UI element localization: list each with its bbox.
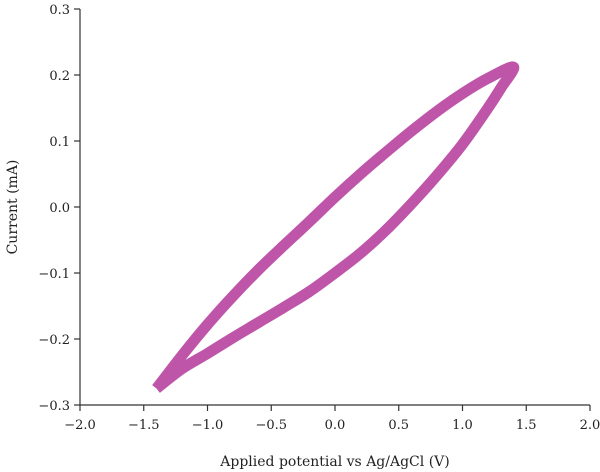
x-tick-label: −1.0 [192, 418, 224, 433]
x-tick-label: 1.5 [516, 418, 537, 433]
y-ticks: 0.3 0.2 0.1 0.0 −0.1 −0.2 −0.3 [38, 3, 80, 414]
y-tick-label: −0.1 [38, 267, 70, 282]
y-tick-label: 0.1 [49, 135, 70, 150]
y-tick-label: −0.3 [38, 399, 70, 414]
x-tick-label: 1.0 [452, 418, 473, 433]
x-tick-label: 2.0 [580, 418, 600, 433]
x-tick-label: −1.5 [128, 418, 160, 433]
x-ticks: −2.0 −1.5 −1.0 −0.5 0.0 0.5 1.0 1.5 2.0 [64, 405, 600, 433]
x-axis-title: Applied potential vs Ag/AgCl (V) [219, 454, 449, 470]
y-axis-title: Current (mA) [5, 160, 21, 255]
y-tick-label: 0.2 [49, 69, 70, 84]
y-tick-label: 0.0 [49, 201, 70, 216]
x-tick-label: 0.0 [325, 418, 346, 433]
x-tick-label: −0.5 [255, 418, 287, 433]
series-layer [152, 61, 520, 393]
y-tick-label: −0.2 [38, 333, 70, 348]
x-tick-label: 0.5 [388, 418, 409, 433]
y-tick-label: 0.3 [49, 3, 70, 18]
x-tick-label: −2.0 [64, 418, 96, 433]
cv-loop-series-line [152, 61, 520, 393]
